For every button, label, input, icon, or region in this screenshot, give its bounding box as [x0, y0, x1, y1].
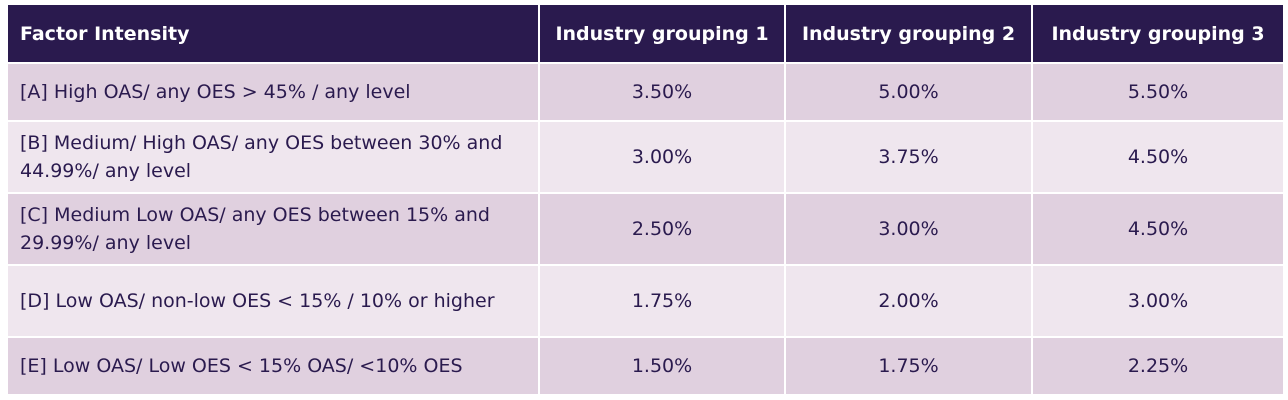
- table-row: [A] High OAS/ any OES > 45% / any level 3…: [8, 64, 1283, 120]
- factor-cell: [D] Low OAS/ non-low OES < 15% / 10% or …: [8, 266, 538, 336]
- rate-cell: 3.75%: [786, 122, 1031, 192]
- factor-cell: [B] Medium/ High OAS/ any OES between 30…: [8, 122, 538, 192]
- table-body: [A] High OAS/ any OES > 45% / any level 3…: [8, 64, 1283, 394]
- table-row: [D] Low OAS/ non-low OES < 15% / 10% or …: [8, 266, 1283, 336]
- factor-cell: [C] Medium Low OAS/ any OES between 15% …: [8, 194, 538, 264]
- header-cell: Industry grouping 3: [1033, 5, 1283, 62]
- rate-cell: 5.50%: [1033, 64, 1283, 120]
- header-cell: Industry grouping 1: [540, 5, 784, 62]
- table-row: [E] Low OAS/ Low OES < 15% OAS/ <10% OES…: [8, 338, 1283, 394]
- rate-cell: 3.00%: [1033, 266, 1283, 336]
- header-cell: Industry grouping 2: [786, 5, 1031, 62]
- rate-cell: 2.25%: [1033, 338, 1283, 394]
- header-row: Factor Intensity Industry grouping 1 Indus…: [8, 5, 1283, 62]
- rate-cell: 3.50%: [540, 64, 784, 120]
- table-header: Factor Intensity Industry grouping 1 Indus…: [8, 5, 1283, 62]
- rate-cell: 3.00%: [540, 122, 784, 192]
- rate-cell: 2.50%: [540, 194, 784, 264]
- factor-cell: [A] High OAS/ any OES > 45% / any level: [8, 64, 538, 120]
- factor-cell: [E] Low OAS/ Low OES < 15% OAS/ <10% OES: [8, 338, 538, 394]
- table-row: [C] Medium Low OAS/ any OES between 15% …: [8, 194, 1283, 264]
- header-cell: Factor Intensity: [8, 5, 538, 62]
- rate-cell: 3.00%: [786, 194, 1031, 264]
- rate-cell: 1.75%: [786, 338, 1031, 394]
- rate-cell: 4.50%: [1033, 194, 1283, 264]
- rate-cell: 4.50%: [1033, 122, 1283, 192]
- rate-cell: 1.75%: [540, 266, 784, 336]
- rate-cell: 5.00%: [786, 64, 1031, 120]
- table-row: [B] Medium/ High OAS/ any OES between 30…: [8, 122, 1283, 192]
- rate-cell: 2.00%: [786, 266, 1031, 336]
- rates-table: Factor Intensity Industry grouping 1 Indus…: [6, 3, 1285, 396]
- rate-cell: 1.50%: [540, 338, 784, 394]
